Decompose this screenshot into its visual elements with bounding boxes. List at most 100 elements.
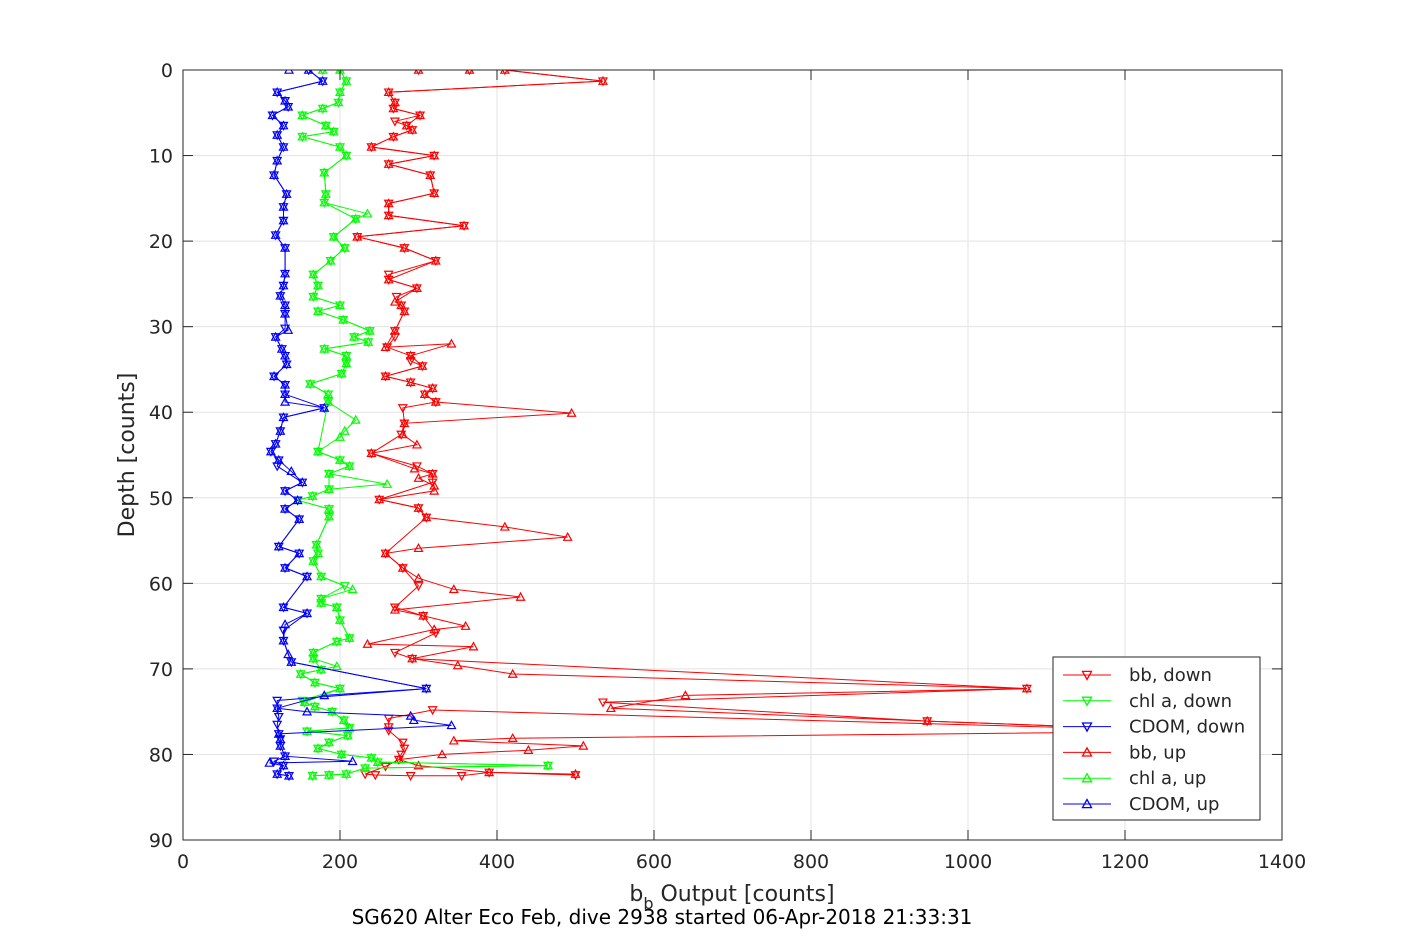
data-point <box>366 752 377 762</box>
data-point <box>305 378 316 388</box>
data-point <box>415 110 426 120</box>
data-point <box>680 690 691 700</box>
data-point <box>429 187 440 197</box>
data-point <box>280 242 291 252</box>
legend-marker <box>1081 696 1093 707</box>
data-point <box>421 512 432 522</box>
data-point <box>344 632 355 642</box>
data-point <box>280 268 291 278</box>
ticks: 0 200 400 600 800 1000 1200 1400 0 10 20 30 40 50 60 70… <box>149 60 1306 873</box>
data-point <box>273 541 284 551</box>
legend-box <box>1052 656 1261 821</box>
data-point <box>334 454 346 464</box>
data-point <box>299 697 310 707</box>
legend-item: chl a, down <box>1063 691 1232 712</box>
data-point <box>283 324 294 334</box>
data-point <box>278 141 289 151</box>
data-point <box>405 377 416 387</box>
data-point <box>338 714 349 725</box>
data-point <box>316 593 327 603</box>
data-point <box>320 120 331 130</box>
data-point <box>283 649 294 659</box>
data-point <box>341 150 352 160</box>
data-point <box>515 591 526 601</box>
data-point <box>429 150 440 160</box>
data-point <box>264 757 275 767</box>
y-tick-label: 70 <box>149 659 173 681</box>
legend-item: bb, down <box>1063 665 1212 686</box>
data-point <box>344 460 355 470</box>
data-point <box>383 87 394 97</box>
data-point <box>499 70 510 74</box>
data-point <box>429 624 440 634</box>
legend-label: CDOM, down <box>1129 717 1245 738</box>
data-point <box>570 768 581 778</box>
legend: bb, down chl a, down CDOM, down bb, up chl a… <box>1052 656 1261 821</box>
chart-title: SG620 Alter Eco Feb, dive 2938 started 0… <box>352 905 973 929</box>
data-point <box>383 210 394 220</box>
data-point <box>347 584 358 594</box>
data-point <box>364 325 375 335</box>
y-tick-label: 10 <box>149 146 173 168</box>
data-point <box>597 698 608 708</box>
data-point <box>275 733 286 743</box>
data-point <box>418 610 429 620</box>
data-point <box>281 188 292 198</box>
data-point <box>360 762 371 772</box>
data-point <box>269 169 280 180</box>
data-point <box>349 331 360 341</box>
legend-item: bb, up <box>1063 742 1186 763</box>
series-line <box>269 70 452 777</box>
y-axis-label: Depth [counts] <box>115 373 140 538</box>
series-group <box>264 70 1209 782</box>
data-point <box>380 371 391 381</box>
data-point <box>427 383 438 393</box>
data-point <box>336 368 347 378</box>
data-point <box>363 336 374 346</box>
data-point <box>323 396 334 406</box>
data-point <box>427 706 438 716</box>
x-tick-label: 1200 <box>1101 851 1149 873</box>
data-point <box>323 483 335 494</box>
data-point <box>334 431 346 441</box>
data-point <box>331 602 342 612</box>
data-point <box>399 744 410 754</box>
data-point <box>388 131 399 141</box>
data-point <box>278 201 289 211</box>
data-point <box>405 710 416 720</box>
data-point <box>427 468 438 478</box>
data-point <box>313 280 324 290</box>
data-point <box>399 418 410 428</box>
data-point <box>270 229 281 239</box>
data-point <box>362 638 373 648</box>
data-point <box>605 703 616 713</box>
data-point <box>308 647 319 657</box>
data-point <box>286 656 297 666</box>
data-point <box>507 668 518 678</box>
data-point <box>331 636 342 646</box>
data-point <box>334 141 346 151</box>
data-point <box>413 572 424 582</box>
data-point <box>269 757 280 767</box>
data-point <box>370 771 381 781</box>
data-point <box>272 768 283 778</box>
data-point <box>333 97 344 107</box>
data-point <box>294 513 305 523</box>
data-point <box>273 728 284 738</box>
data-point <box>275 740 286 750</box>
data-point <box>383 274 394 284</box>
data-point <box>308 291 319 301</box>
data-point <box>280 503 291 513</box>
data-point <box>275 290 286 300</box>
data-point <box>323 511 335 521</box>
data-point <box>309 677 320 687</box>
data-point <box>323 503 335 513</box>
series-chl-a-up <box>292 70 554 780</box>
data-point <box>383 726 394 736</box>
data-point <box>1021 683 1032 693</box>
data-point <box>319 197 330 207</box>
data-point <box>295 668 306 678</box>
series-bb-up <box>352 70 1209 778</box>
data-point <box>499 521 510 531</box>
data-point <box>308 269 319 279</box>
